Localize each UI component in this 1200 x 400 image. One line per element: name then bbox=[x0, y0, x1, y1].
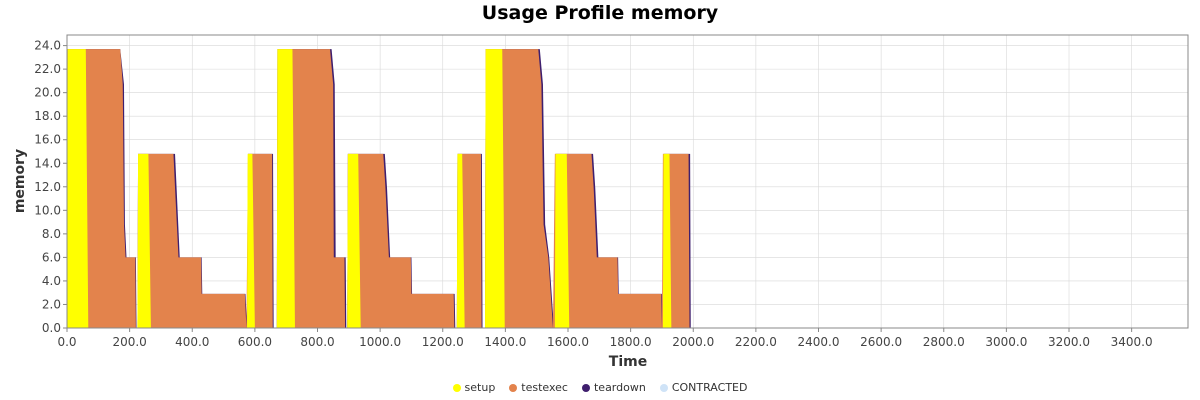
y-tick-label: 14.0 bbox=[34, 156, 61, 170]
y-tick-label: 8.0 bbox=[42, 227, 61, 241]
legend-item-setup: setup bbox=[452, 381, 496, 394]
y-tick-label: 12.0 bbox=[34, 180, 61, 194]
y-tick-label: 6.0 bbox=[42, 250, 61, 264]
series-areas bbox=[67, 49, 1188, 329]
legend-label: testexec bbox=[521, 381, 568, 394]
y-axis-label: memory bbox=[12, 149, 28, 213]
y-axis-ticks: 0.0 2.0 4.0 6.0 8.0 10.0 12.0 14.0 16.0 18.0 20.0 2… bbox=[34, 39, 67, 335]
x-tick-label: 3200.0 bbox=[1048, 335, 1090, 349]
x-tick-label: 1400.0 bbox=[484, 335, 526, 349]
legend-swatch bbox=[452, 383, 461, 392]
legend-label: teardown bbox=[593, 381, 646, 394]
y-tick-label: 4.0 bbox=[42, 274, 61, 288]
legend: setup testexec teardown CONTRACTED bbox=[0, 381, 1200, 394]
y-tick-label: 20.0 bbox=[34, 86, 61, 100]
x-tick-label: 1200.0 bbox=[422, 335, 464, 349]
legend-item-contracted: CONTRACTED bbox=[659, 381, 748, 394]
chart-title: Usage Profile memory bbox=[481, 2, 719, 24]
x-tick-label: 1600.0 bbox=[547, 335, 589, 349]
y-tick-label: 0.0 bbox=[42, 321, 61, 335]
x-axis-ticks: 0.0 200.0 400.0 600.0 800.0 1000.0 1200.0 1400.… bbox=[57, 328, 1153, 349]
x-tick-label: 1000.0 bbox=[359, 335, 401, 349]
x-tick-label: 2800.0 bbox=[923, 335, 965, 349]
gridlines bbox=[66, 35, 1188, 329]
x-tick-label: 1800.0 bbox=[610, 335, 652, 349]
legend-item-teardown: teardown bbox=[581, 381, 646, 394]
plot-frame bbox=[66, 34, 1189, 329]
y-tick-label: 18.0 bbox=[34, 109, 61, 123]
legend-swatch bbox=[659, 383, 668, 392]
legend-label: setup bbox=[464, 381, 496, 394]
x-tick-label: 2400.0 bbox=[798, 335, 840, 349]
legend-label: CONTRACTED bbox=[671, 381, 748, 394]
x-tick-label: 600.0 bbox=[238, 335, 272, 349]
y-tick-label: 16.0 bbox=[34, 133, 61, 147]
series-area-teardown bbox=[67, 49, 1188, 329]
y-tick-label: 22.0 bbox=[34, 62, 61, 76]
x-tick-label: 3000.0 bbox=[985, 335, 1027, 349]
x-tick-label: 200.0 bbox=[112, 335, 146, 349]
x-tick-label: 800.0 bbox=[300, 335, 334, 349]
legend-swatch bbox=[509, 383, 518, 392]
y-tick-label: 24.0 bbox=[34, 39, 61, 53]
x-tick-label: 2600.0 bbox=[860, 335, 902, 349]
x-tick-label: 400.0 bbox=[175, 335, 209, 349]
x-tick-label: 3400.0 bbox=[1111, 335, 1153, 349]
legend-swatch bbox=[581, 383, 590, 392]
x-tick-label: 2000.0 bbox=[672, 335, 714, 349]
legend-item-testexec: testexec bbox=[509, 381, 568, 394]
x-axis-label: Time bbox=[609, 354, 647, 370]
series-area-testexec bbox=[67, 49, 1188, 329]
y-tick-label: 10.0 bbox=[34, 203, 61, 217]
y-tick-label: 2.0 bbox=[42, 297, 61, 311]
x-tick-label: 0.0 bbox=[57, 335, 76, 349]
series-area-setup bbox=[67, 49, 1188, 329]
x-tick-label: 2200.0 bbox=[735, 335, 777, 349]
